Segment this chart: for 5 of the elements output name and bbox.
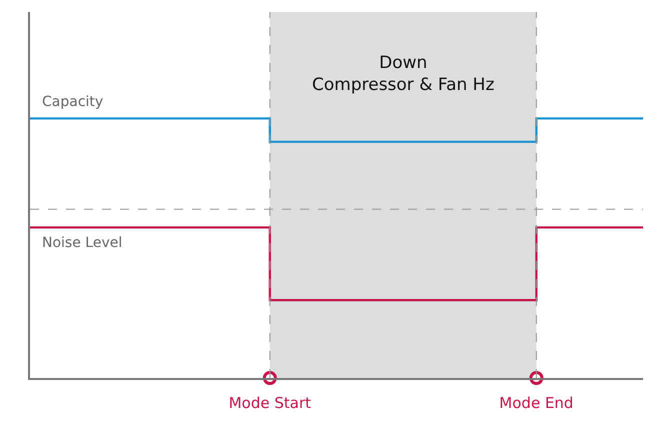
band-label: Down Compressor & Fan Hz: [312, 53, 494, 96]
series-label: Noise Level: [42, 235, 122, 251]
x-tick-label: Mode Start: [228, 394, 312, 412]
series-label: Capacity: [42, 94, 104, 110]
x-tick-label: Mode End: [499, 394, 574, 412]
